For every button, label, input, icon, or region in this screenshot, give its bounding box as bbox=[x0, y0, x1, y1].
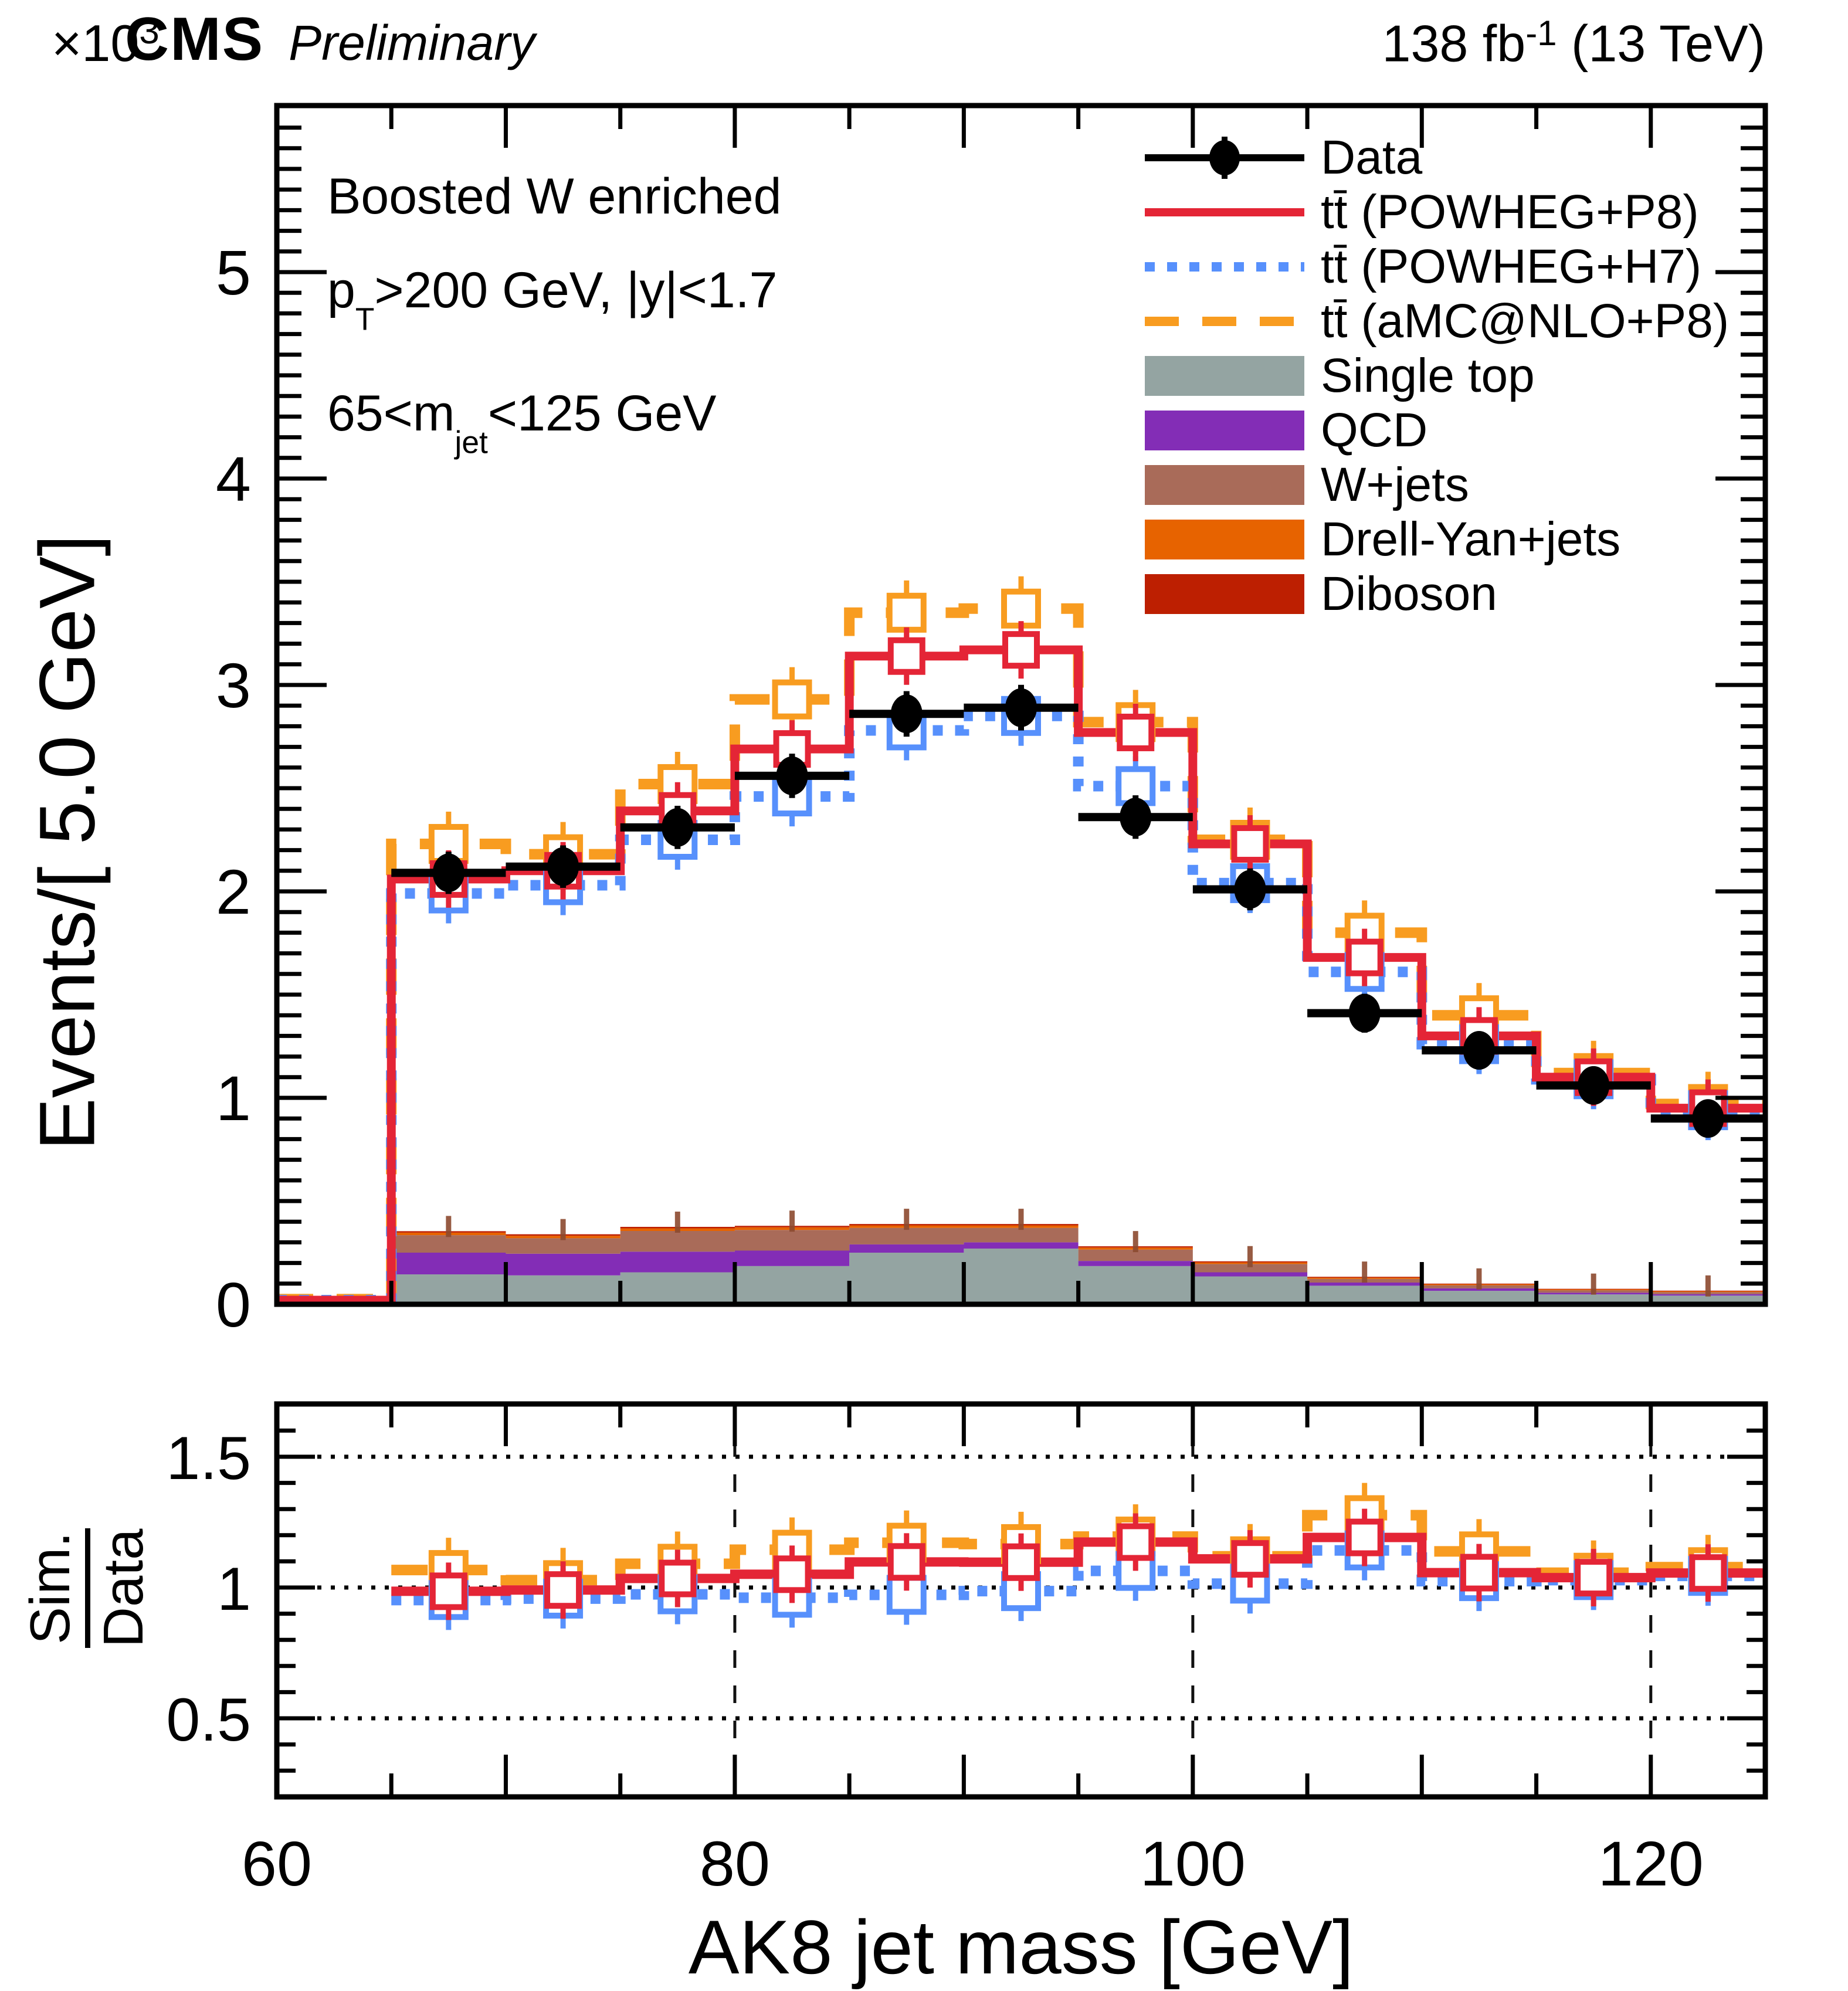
legend-label-data: Data bbox=[1321, 130, 1423, 184]
legend: Data tt̄ (POWHEG+P8) tt̄ (POWHEG+H7) tt̄ (a… bbox=[1145, 130, 1729, 621]
drell-yan-jets-swatch-icon bbox=[1145, 519, 1304, 559]
annotation-mass-window: 65<mjet<125 GeV bbox=[327, 385, 717, 460]
legend-item-tt-powheg-p8: tt̄ (POWHEG+P8) bbox=[1145, 185, 1729, 239]
legend-item-tt-amcnlo-p8: tt̄ (aMC@NLO+P8) bbox=[1145, 294, 1729, 348]
lumi-energy: (13 TeV) bbox=[1557, 14, 1765, 73]
qcd-swatch-icon bbox=[1145, 410, 1304, 450]
main-y-axis-title: Events/[ 5.0 GeV] bbox=[23, 534, 111, 1151]
lumi-exponent: -1 bbox=[1525, 13, 1557, 53]
data-points bbox=[391, 684, 1765, 1138]
legend-item-data: Data bbox=[1145, 130, 1729, 185]
stack-layer-3 bbox=[277, 1225, 1765, 1300]
legend-item-tt-powheg-h7: tt̄ (POWHEG+H7) bbox=[1145, 239, 1729, 294]
line-tt-powheg-p8 bbox=[277, 645, 1765, 1304]
tt-powheg-h7-swatch-icon bbox=[1145, 262, 1304, 272]
stack-layer-2 bbox=[277, 1227, 1765, 1300]
preliminary-label: Preliminary bbox=[289, 15, 535, 70]
ratio-title-numerator: Sim. bbox=[18, 1528, 90, 1648]
x-axis-title: AK8 jet mass [GeV] bbox=[688, 1904, 1354, 1990]
stack-layer-0 bbox=[277, 1248, 1765, 1304]
ratio-line-p8 bbox=[391, 1532, 1765, 1596]
svg-text:1: 1 bbox=[217, 1555, 251, 1623]
svg-text:60: 60 bbox=[242, 1828, 312, 1899]
legend-item-w-jets: W+jets bbox=[1145, 457, 1729, 512]
svg-text:0: 0 bbox=[216, 1269, 251, 1340]
legend-item-diboson: Diboson bbox=[1145, 567, 1729, 621]
selection-annotations: Boosted W enriched pT>200 GeV, |y|<1.7 6… bbox=[327, 150, 781, 490]
svg-text:1: 1 bbox=[216, 1063, 251, 1134]
w-jets-swatch-icon bbox=[1145, 464, 1304, 505]
svg-text:2: 2 bbox=[216, 856, 251, 927]
legend-label-qcd: QCD bbox=[1321, 403, 1428, 457]
svg-text:1.5: 1.5 bbox=[166, 1424, 251, 1493]
legend-item-drell-yan-jets: Drell-Yan+jets bbox=[1145, 512, 1729, 567]
stack-layer-1 bbox=[277, 1242, 1765, 1301]
single-top-swatch-icon bbox=[1145, 355, 1304, 396]
axes bbox=[274, 103, 1768, 1800]
tt-powheg-p8-swatch-icon bbox=[1145, 208, 1304, 216]
cms-header: CMS Preliminary bbox=[125, 5, 535, 74]
tt-amcnlo-p8-swatch-icon bbox=[1145, 316, 1304, 326]
legend-label-tt-powheg-p8: tt̄ (POWHEG+P8) bbox=[1321, 185, 1699, 239]
stack-layer-4 bbox=[277, 1224, 1765, 1300]
ratio-series bbox=[391, 1483, 1765, 1630]
annotation-pt-rapidity: pT>200 GeV, |y|<1.7 bbox=[327, 262, 778, 337]
background-stack bbox=[277, 1209, 1765, 1304]
legend-item-single-top: Single top bbox=[1145, 348, 1729, 403]
y-axis-power-label: ×103 bbox=[52, 11, 160, 73]
svg-text:80: 80 bbox=[700, 1828, 770, 1899]
legend-item-qcd: QCD bbox=[1145, 403, 1729, 457]
cms-label: CMS bbox=[125, 5, 265, 73]
svg-text:0.5: 0.5 bbox=[166, 1686, 251, 1754]
ratio-title-denominator: Data bbox=[91, 1528, 155, 1648]
power-exponent: 3 bbox=[139, 11, 160, 52]
data-swatch-icon bbox=[1145, 136, 1304, 179]
svg-text:120: 120 bbox=[1598, 1828, 1704, 1899]
legend-label-w-jets: W+jets bbox=[1321, 457, 1469, 511]
svg-text:3: 3 bbox=[216, 650, 251, 721]
legend-label-single-top: Single top bbox=[1321, 348, 1535, 402]
lumi-value: 138 fb bbox=[1382, 14, 1526, 73]
tick-labels: 0 1 2 3 4 5 0.5 1 1.5 60 80 100 120 bbox=[166, 237, 1703, 1899]
annotation-region: Boosted W enriched bbox=[327, 168, 782, 225]
legend-label-diboson: Diboson bbox=[1321, 567, 1497, 620]
legend-label-tt-amcnlo-p8: tt̄ (aMC@NLO+P8) bbox=[1321, 294, 1730, 348]
svg-text:100: 100 bbox=[1140, 1828, 1246, 1899]
diboson-swatch-icon bbox=[1145, 574, 1304, 614]
legend-label-tt-powheg-h7: tt̄ (POWHEG+H7) bbox=[1321, 239, 1702, 293]
ratio-y-axis-title: Sim. Data bbox=[16, 1518, 157, 1658]
legend-label-drell-yan-jets: Drell-Yan+jets bbox=[1321, 512, 1621, 566]
svg-text:5: 5 bbox=[216, 237, 251, 308]
power-base: ×10 bbox=[52, 13, 140, 72]
luminosity-label: 138 fb-1 (13 TeV) bbox=[1382, 13, 1765, 74]
svg-text:4: 4 bbox=[216, 443, 251, 514]
